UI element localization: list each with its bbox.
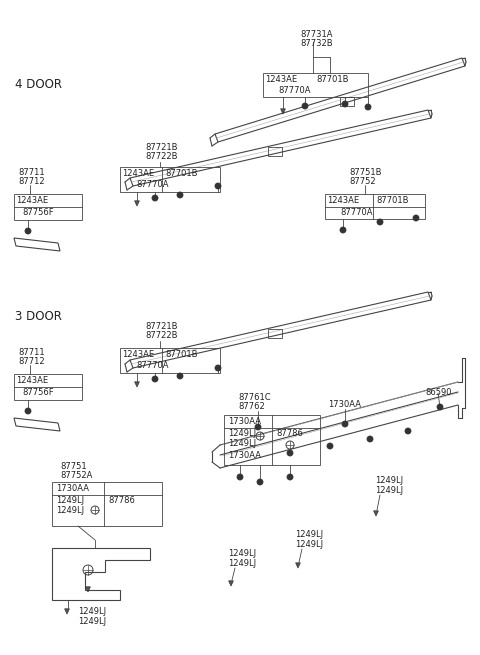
Text: 87751: 87751: [60, 462, 86, 471]
Text: 1730AA: 1730AA: [228, 417, 261, 426]
Circle shape: [342, 101, 348, 107]
Text: 87721B: 87721B: [145, 143, 178, 152]
Text: 1730AA: 1730AA: [228, 451, 261, 460]
Text: 1243AE: 1243AE: [122, 350, 154, 359]
Text: 1249LJ: 1249LJ: [228, 559, 256, 568]
Circle shape: [25, 228, 31, 234]
Polygon shape: [296, 563, 300, 568]
Text: 1249LJ: 1249LJ: [375, 476, 403, 485]
Text: 87711: 87711: [18, 168, 45, 177]
Bar: [120, 167, 220, 192]
Text: 1249LJ: 1249LJ: [78, 607, 106, 616]
Polygon shape: [373, 511, 378, 516]
Text: 4 DOOR: 4 DOOR: [15, 78, 62, 91]
Circle shape: [287, 474, 293, 480]
Circle shape: [152, 195, 158, 201]
Text: 1249LJ: 1249LJ: [56, 496, 84, 505]
Text: 87731A: 87731A: [300, 30, 333, 39]
Circle shape: [340, 227, 346, 233]
Circle shape: [413, 215, 419, 221]
Bar: [340, 97, 354, 106]
Circle shape: [287, 450, 293, 456]
Bar: [268, 329, 282, 338]
Text: 87722B: 87722B: [145, 152, 178, 161]
Circle shape: [237, 474, 243, 480]
Circle shape: [177, 373, 183, 379]
Circle shape: [437, 404, 443, 410]
Circle shape: [365, 104, 371, 110]
Circle shape: [302, 103, 308, 109]
Bar: [120, 348, 220, 373]
Polygon shape: [65, 608, 70, 614]
Circle shape: [25, 408, 31, 414]
Circle shape: [215, 183, 221, 189]
Text: 1243AE: 1243AE: [16, 196, 48, 205]
Text: 86590: 86590: [425, 388, 452, 397]
Polygon shape: [281, 109, 286, 114]
Circle shape: [367, 436, 373, 442]
Text: 1249LJ: 1249LJ: [56, 506, 84, 515]
Text: 87761C: 87761C: [238, 393, 271, 402]
Text: 87752A: 87752A: [60, 471, 92, 480]
Text: 87732B: 87732B: [300, 39, 333, 48]
Text: 87770A: 87770A: [278, 86, 311, 95]
Circle shape: [377, 219, 383, 225]
Circle shape: [342, 421, 348, 427]
Text: 87786: 87786: [108, 496, 135, 505]
Text: 87701B: 87701B: [165, 350, 197, 359]
Text: 87751B: 87751B: [349, 168, 382, 177]
Text: 3 DOOR: 3 DOOR: [15, 310, 62, 323]
Bar: [224, 415, 320, 465]
Bar: [52, 482, 162, 526]
Circle shape: [215, 365, 221, 371]
Text: 1249LJ: 1249LJ: [295, 540, 323, 549]
Text: 1243AE: 1243AE: [122, 169, 154, 178]
Text: 1243AE: 1243AE: [327, 196, 359, 205]
Bar: [325, 194, 425, 219]
Text: 1730AA: 1730AA: [56, 484, 89, 493]
Text: 87701B: 87701B: [165, 169, 197, 178]
Text: 87756F: 87756F: [22, 208, 54, 217]
Text: 87786: 87786: [276, 429, 303, 438]
Text: 1249LJ: 1249LJ: [228, 429, 256, 438]
Text: 87770A: 87770A: [136, 361, 168, 370]
Bar: [14, 194, 82, 220]
Text: 87701B: 87701B: [376, 196, 408, 205]
Circle shape: [405, 428, 411, 434]
Circle shape: [152, 376, 158, 382]
Text: 87712: 87712: [18, 177, 45, 186]
Text: 87701B: 87701B: [316, 75, 348, 84]
Text: 87712: 87712: [18, 357, 45, 366]
Polygon shape: [85, 587, 90, 592]
Text: 87711: 87711: [18, 348, 45, 357]
Polygon shape: [228, 581, 233, 586]
Text: 1249LJ: 1249LJ: [228, 439, 256, 448]
Text: 1243AE: 1243AE: [265, 75, 297, 84]
Text: 87756F: 87756F: [22, 388, 54, 397]
Text: 1243AE: 1243AE: [16, 376, 48, 385]
Polygon shape: [134, 382, 139, 387]
Circle shape: [177, 192, 183, 198]
Bar: [14, 374, 82, 400]
Text: 87762: 87762: [238, 402, 265, 411]
Text: 87770A: 87770A: [136, 180, 168, 189]
Text: 87721B: 87721B: [145, 322, 178, 331]
Text: 87770A: 87770A: [340, 208, 372, 217]
Bar: [263, 73, 368, 97]
Bar: [268, 147, 282, 156]
Text: 1249LJ: 1249LJ: [375, 486, 403, 495]
Text: 1249LJ: 1249LJ: [228, 549, 256, 558]
Circle shape: [255, 424, 261, 430]
Circle shape: [327, 443, 333, 449]
Text: 1249LJ: 1249LJ: [295, 530, 323, 539]
Text: 1730AA: 1730AA: [328, 400, 361, 409]
Polygon shape: [134, 201, 139, 206]
Text: 87752: 87752: [349, 177, 376, 186]
Text: 1249LJ: 1249LJ: [78, 617, 106, 626]
Text: 87722B: 87722B: [145, 331, 178, 340]
Circle shape: [257, 479, 263, 485]
